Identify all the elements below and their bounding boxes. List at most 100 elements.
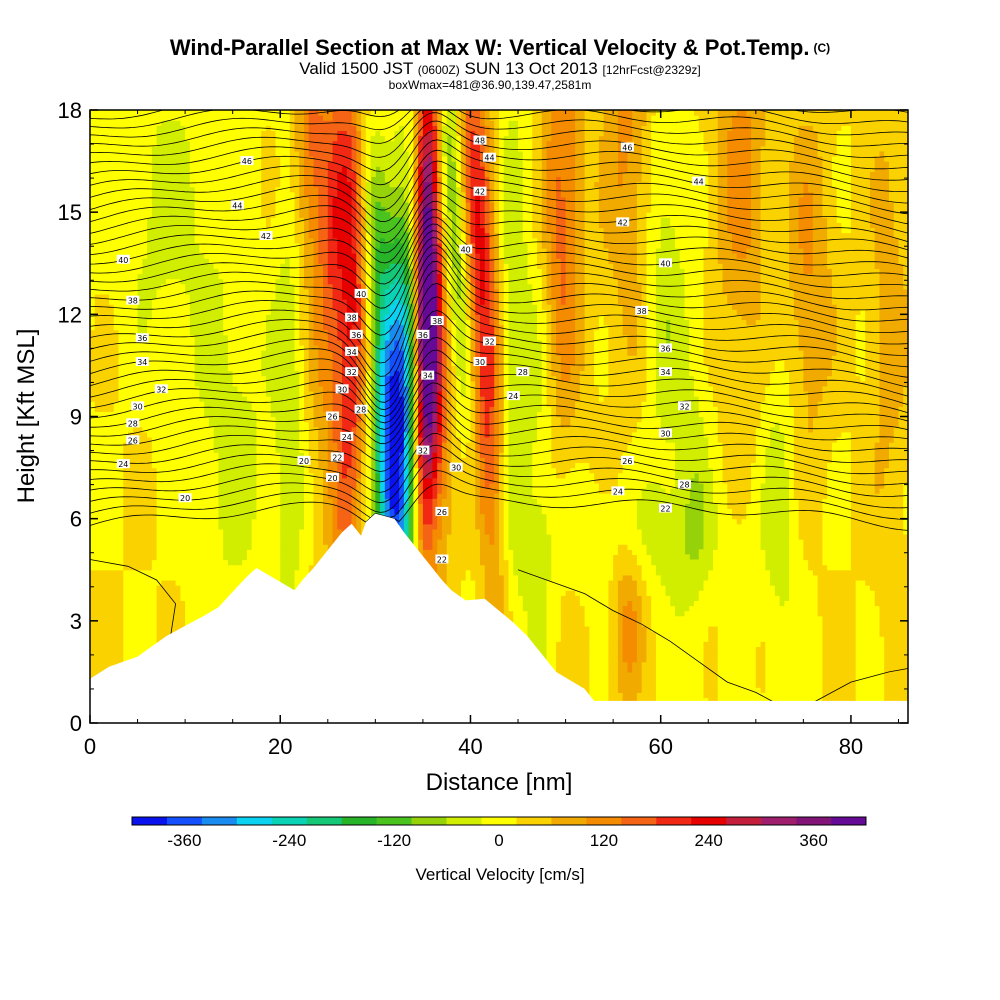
heatmap-cell bbox=[299, 253, 305, 259]
heatmap-cell bbox=[137, 309, 143, 315]
heatmap-cell bbox=[170, 370, 177, 377]
heatmap-cell bbox=[128, 477, 134, 484]
heatmap-cell bbox=[166, 380, 172, 387]
heatmap-cell bbox=[170, 539, 177, 545]
heatmap-cell bbox=[265, 457, 272, 464]
heatmap-cell bbox=[304, 559, 310, 566]
heatmap-cell bbox=[194, 150, 200, 157]
heatmap-cell bbox=[156, 508, 162, 515]
heatmap-cell bbox=[313, 273, 319, 280]
heatmap-cell bbox=[213, 110, 220, 116]
heatmap-cell bbox=[128, 222, 134, 229]
heatmap-cell bbox=[118, 620, 124, 627]
heatmap-cell bbox=[256, 258, 262, 264]
heatmap-cell bbox=[90, 477, 96, 484]
heatmap-cell bbox=[113, 528, 120, 535]
heatmap-cell bbox=[90, 523, 96, 530]
heatmap-cell bbox=[170, 605, 177, 612]
heatmap-cell bbox=[90, 196, 96, 203]
heatmap-cell bbox=[113, 115, 120, 121]
heatmap-cell bbox=[261, 365, 267, 372]
heatmap-cell bbox=[270, 191, 277, 198]
heatmap-cell bbox=[147, 273, 153, 280]
heatmap-cell bbox=[256, 115, 262, 121]
heatmap-cell bbox=[227, 401, 234, 407]
heatmap-cell bbox=[109, 528, 115, 535]
heatmap-cell bbox=[180, 355, 186, 361]
heatmap-cell bbox=[104, 166, 110, 172]
heatmap-cell bbox=[156, 212, 162, 218]
heatmap-cell bbox=[256, 339, 262, 346]
heatmap-cell bbox=[109, 207, 115, 213]
heatmap-cell bbox=[99, 314, 105, 321]
heatmap-cell bbox=[166, 115, 172, 121]
heatmap-cell bbox=[294, 431, 300, 438]
heatmap-cell bbox=[208, 559, 215, 566]
heatmap-cell bbox=[246, 452, 253, 458]
heatmap-cell bbox=[199, 595, 205, 601]
heatmap-cell bbox=[237, 503, 243, 510]
heatmap-cell bbox=[199, 579, 205, 586]
heatmap-cell bbox=[251, 166, 258, 172]
heatmap-cell bbox=[142, 544, 148, 550]
heatmap-cell bbox=[227, 150, 234, 157]
heatmap-cell bbox=[104, 477, 110, 484]
heatmap-cell bbox=[204, 355, 210, 361]
heatmap-cell bbox=[270, 242, 277, 249]
heatmap-cell bbox=[123, 273, 129, 280]
heatmap-cell bbox=[147, 110, 153, 116]
heatmap-cell bbox=[161, 431, 167, 438]
heatmap-cell bbox=[275, 207, 281, 213]
heatmap-cell bbox=[284, 472, 291, 479]
heatmap-cell bbox=[132, 488, 139, 494]
heatmap-cell bbox=[299, 365, 305, 372]
heatmap-cell bbox=[142, 595, 148, 601]
heatmap-cell bbox=[180, 564, 186, 571]
heatmap-cell bbox=[189, 283, 196, 290]
heatmap-cell bbox=[147, 615, 153, 622]
heatmap-cell bbox=[118, 579, 124, 586]
heatmap-cell bbox=[156, 242, 162, 249]
heatmap-cell bbox=[246, 493, 253, 499]
heatmap-cell bbox=[223, 421, 229, 428]
heatmap-cell bbox=[132, 539, 139, 545]
heatmap-cell bbox=[204, 171, 210, 178]
heatmap-cell bbox=[94, 493, 101, 499]
heatmap-cell bbox=[208, 426, 215, 433]
heatmap-cell bbox=[227, 431, 234, 438]
heatmap-cell bbox=[270, 319, 277, 326]
heatmap-cell bbox=[265, 559, 272, 566]
heatmap-cell bbox=[113, 191, 120, 198]
heatmap-cell bbox=[180, 421, 186, 428]
heatmap-cell bbox=[113, 365, 120, 372]
heatmap-cell bbox=[237, 150, 243, 157]
heatmap-cell bbox=[94, 467, 101, 474]
heatmap-cell bbox=[128, 150, 134, 157]
heatmap-cell bbox=[185, 145, 191, 152]
heatmap-cell bbox=[318, 370, 324, 377]
heatmap-cell bbox=[270, 493, 277, 499]
heatmap-cell bbox=[128, 457, 134, 464]
heatmap-cell bbox=[237, 247, 243, 254]
heatmap-cell bbox=[313, 140, 319, 147]
heatmap-cell bbox=[227, 299, 234, 305]
heatmap-cell bbox=[256, 401, 262, 407]
heatmap-cell bbox=[289, 293, 296, 300]
heatmap-cell bbox=[318, 452, 324, 458]
heatmap-cell bbox=[194, 309, 200, 315]
chart-subtitle: Valid 1500 JST (0600Z) SUN 13 Oct 2013 [… bbox=[0, 60, 1000, 79]
heatmap-cell bbox=[170, 457, 177, 464]
heatmap-cell bbox=[213, 426, 220, 433]
heatmap-cell bbox=[227, 533, 234, 540]
heatmap-cell bbox=[313, 447, 319, 453]
heatmap-cell bbox=[90, 595, 96, 601]
heatmap-cell bbox=[99, 350, 105, 356]
heatmap-cell bbox=[204, 150, 210, 157]
heatmap-cell bbox=[104, 344, 110, 351]
heatmap-cell bbox=[199, 166, 205, 172]
heatmap-cell bbox=[208, 380, 215, 387]
heatmap-cell bbox=[123, 625, 129, 632]
heatmap-cell bbox=[218, 319, 224, 326]
heatmap-cell bbox=[218, 406, 224, 412]
heatmap-cell bbox=[294, 472, 300, 479]
